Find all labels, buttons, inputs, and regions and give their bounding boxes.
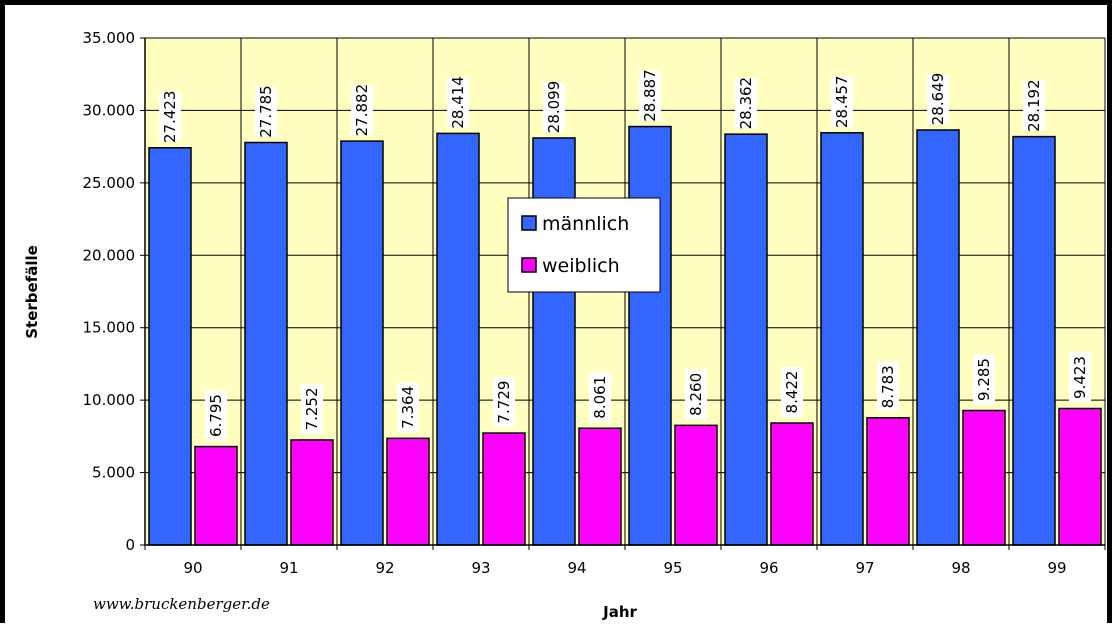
data-label: 7.729 xyxy=(495,381,513,424)
data-label-bg xyxy=(927,73,949,124)
data-label: 28.457 xyxy=(833,76,851,129)
data-label-bg xyxy=(831,76,853,127)
data-label-bg xyxy=(1069,352,1091,403)
data-label-bg xyxy=(735,78,757,129)
bar-chart: 0 5.000 10.000 15.000 20.000 25.000 30.000 35.0… xyxy=(23,29,1106,621)
bar-weiblich xyxy=(1058,407,1102,546)
y-tick-label: 35.000 xyxy=(83,29,136,47)
legend-label: männlich xyxy=(542,213,629,235)
y-tick-label: 25.000 xyxy=(83,174,136,192)
data-label-bg xyxy=(351,85,373,136)
data-label-bg xyxy=(685,369,707,420)
data-label-bg xyxy=(1023,80,1045,131)
legend: männlich weiblich xyxy=(507,197,661,293)
bar-weiblich xyxy=(290,439,334,546)
x-tick-label: 91 xyxy=(279,559,298,577)
y-axis-title: Sterbefälle xyxy=(23,245,41,339)
bar-maennlich xyxy=(1012,135,1056,546)
data-label-bg xyxy=(589,372,611,423)
bar-weiblich xyxy=(578,427,622,546)
y-tick-label: 15.000 xyxy=(83,319,136,337)
data-label: 9.285 xyxy=(975,358,993,401)
data-label: 8.422 xyxy=(783,371,801,414)
data-label: 27.423 xyxy=(161,91,179,144)
y-tick-label: 20.000 xyxy=(83,246,136,264)
data-label: 8.260 xyxy=(687,373,705,416)
data-label-bg xyxy=(973,354,995,405)
data-label-bg xyxy=(543,81,565,132)
x-axis-title: Jahr xyxy=(602,603,637,621)
data-label: 28.887 xyxy=(641,69,659,122)
bar-maennlich xyxy=(628,125,672,546)
legend-label: weiblich xyxy=(542,255,620,277)
bar-weiblich xyxy=(962,409,1006,546)
bar-maennlich xyxy=(820,132,864,546)
bar-maennlich xyxy=(436,132,480,546)
bar-maennlich xyxy=(340,140,384,546)
y-tick-label: 5.000 xyxy=(92,464,135,482)
bar-weiblich xyxy=(674,424,718,546)
bar-weiblich xyxy=(866,417,910,546)
data-label-bg xyxy=(493,377,515,428)
bar-weiblich xyxy=(482,432,526,546)
data-label: 28.414 xyxy=(449,76,467,129)
data-label: 28.099 xyxy=(545,81,563,134)
data-label: 27.785 xyxy=(257,85,275,138)
y-tick-label: 10.000 xyxy=(83,391,136,409)
legend-swatch xyxy=(521,257,537,273)
data-label-bg xyxy=(397,382,419,433)
x-tick-label: 94 xyxy=(567,559,586,577)
data-label-bg xyxy=(877,361,899,412)
x-tick-label: 98 xyxy=(951,559,970,577)
bar-maennlich xyxy=(244,141,288,546)
bar-weiblich xyxy=(386,437,430,546)
data-label-bg xyxy=(447,77,469,128)
data-label: 28.192 xyxy=(1025,79,1043,132)
x-tick-label: 92 xyxy=(375,559,394,577)
bar-maennlich xyxy=(724,133,768,546)
x-tick-label: 96 xyxy=(759,559,778,577)
x-tick-label: 93 xyxy=(471,559,490,577)
data-label: 7.364 xyxy=(399,386,417,429)
data-label-bg xyxy=(159,91,181,142)
credit-text: www.bruckenberger.de xyxy=(93,595,270,613)
y-tick-label: 30.000 xyxy=(83,101,136,119)
data-label: 28.362 xyxy=(737,77,755,130)
x-tick-label: 95 xyxy=(663,559,682,577)
legend-swatch xyxy=(521,215,537,231)
data-label-bg xyxy=(205,390,227,441)
data-label: 7.252 xyxy=(303,387,321,430)
data-label: 8.783 xyxy=(879,365,897,408)
data-label-bg xyxy=(301,383,323,434)
data-label-bg xyxy=(255,86,277,137)
x-tick-label: 97 xyxy=(855,559,874,577)
data-label: 27.882 xyxy=(353,84,371,137)
bar-maennlich xyxy=(148,147,192,546)
x-tick-label: 90 xyxy=(183,559,202,577)
bar-weiblich xyxy=(194,445,238,546)
legend-box xyxy=(507,197,661,293)
data-label-bg xyxy=(639,70,661,121)
x-tick-label: 99 xyxy=(1047,559,1066,577)
data-label: 28.649 xyxy=(929,73,947,126)
y-tick-label: 0 xyxy=(125,536,135,554)
bar-weiblich xyxy=(770,422,814,546)
data-label: 9.423 xyxy=(1071,356,1089,399)
data-label: 8.061 xyxy=(591,376,609,419)
data-label-bg xyxy=(781,367,803,418)
data-label: 6.795 xyxy=(207,394,225,437)
bar-maennlich xyxy=(916,129,960,546)
